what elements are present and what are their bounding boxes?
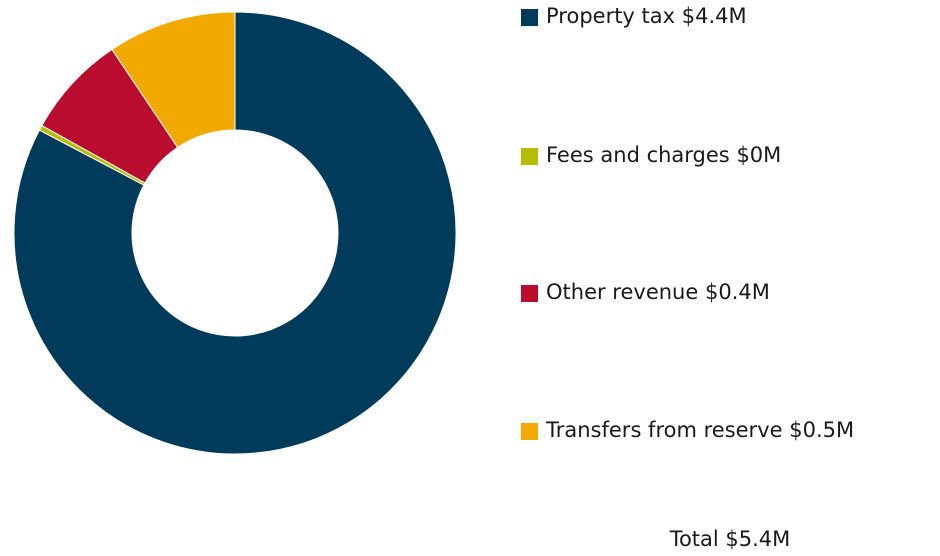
legend-category: Fees and charges bbox=[546, 143, 730, 167]
legend-value: $4.4M bbox=[682, 4, 747, 28]
donut-slice bbox=[13, 11, 457, 455]
donut-slice bbox=[111, 11, 236, 149]
legend-label: Other revenue $0.4M bbox=[546, 280, 770, 304]
legend-category: Other revenue bbox=[546, 280, 698, 304]
legend-swatch bbox=[521, 423, 538, 440]
legend-swatch bbox=[521, 9, 538, 26]
legend-label: Transfers from reserve $0.5M bbox=[545, 418, 854, 442]
legend-value: $0M bbox=[736, 143, 781, 167]
legend-value: $0.4M bbox=[705, 280, 770, 304]
legend-label: Fees and charges $0M bbox=[546, 143, 781, 167]
legend-category: Property tax bbox=[546, 4, 675, 28]
legend-value: $0.5M bbox=[789, 418, 854, 442]
legend-category: Transfers from reserve bbox=[545, 418, 783, 442]
legend-swatch bbox=[521, 285, 538, 302]
total-label: Total $5.4M bbox=[669, 527, 791, 551]
legend-swatch bbox=[521, 148, 538, 165]
legend-label: Property tax $4.4M bbox=[546, 4, 747, 28]
